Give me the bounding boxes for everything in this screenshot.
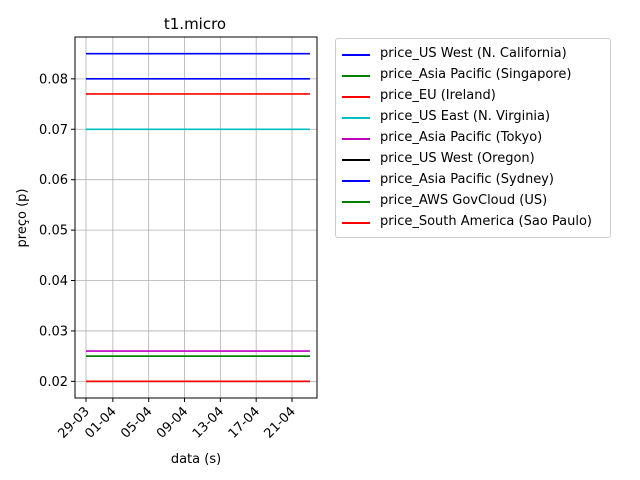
- x-axis-label: data (s): [171, 452, 221, 467]
- legend-item: price_South America (Sao Paulo): [336, 212, 610, 232]
- legend-label: price_US West (N. California): [380, 46, 567, 61]
- x-tick-label: 09-04: [154, 404, 191, 441]
- y-tick-label: 0.06: [39, 173, 68, 188]
- legend-swatch: [342, 54, 370, 56]
- y-axis: 0.02 0.03 0.04 0.05 0.06 0.07 0.08: [39, 72, 75, 390]
- legend-swatch: [342, 180, 370, 182]
- legend-item: price_AWS GovCloud (US): [336, 191, 610, 211]
- legend-item: price_Asia Pacific (Tokyo): [336, 128, 610, 148]
- x-tick-label: 21-04: [262, 404, 299, 441]
- legend-swatch: [342, 138, 370, 140]
- y-tick-label: 0.02: [39, 375, 68, 390]
- legend: price_US West (N. California) price_Asia …: [335, 38, 611, 238]
- plot-frame: [74, 36, 318, 399]
- legend-item: price_US West (N. California): [336, 44, 610, 64]
- x-tick-label: 01-04: [82, 404, 119, 441]
- legend-swatch: [342, 159, 370, 161]
- y-axis-label: preço (p): [15, 189, 30, 248]
- legend-swatch: [342, 96, 370, 98]
- chart-title: t1.micro: [164, 15, 226, 33]
- y-tick-label: 0.07: [39, 123, 68, 138]
- legend-label: price_Asia Pacific (Tokyo): [380, 130, 543, 145]
- legend-label: price_Asia Pacific (Singapore): [380, 67, 572, 82]
- legend-item: price_US East (N. Virginia): [336, 107, 610, 127]
- legend-swatch: [342, 117, 370, 119]
- y-tick-label: 0.03: [39, 324, 68, 339]
- legend-item: price_EU (Ireland): [336, 86, 610, 106]
- legend-item: price_US West (Oregon): [336, 149, 610, 169]
- legend-label: price_US West (Oregon): [380, 151, 535, 166]
- y-tick-label: 0.05: [39, 224, 68, 239]
- x-tick-label: 13-04: [190, 404, 227, 441]
- x-tick-label: 17-04: [226, 404, 263, 441]
- y-tick-label: 0.08: [39, 72, 68, 87]
- series-layer: [86, 52, 310, 383]
- legend-item: price_Asia Pacific (Singapore): [336, 65, 610, 85]
- legend-swatch: [342, 75, 370, 77]
- legend-item: price_Asia Pacific (Sydney): [336, 170, 610, 190]
- legend-swatch: [342, 201, 370, 203]
- y-tick-label: 0.04: [39, 274, 68, 289]
- legend-label: price_US East (N. Virginia): [380, 109, 551, 124]
- legend-swatch: [342, 222, 370, 224]
- legend-label: price_EU (Ireland): [380, 88, 496, 103]
- grid: [75, 37, 317, 398]
- legend-label: price_AWS GovCloud (US): [380, 193, 548, 208]
- x-tick-label: 05-04: [118, 404, 155, 441]
- legend-label: price_Asia Pacific (Sydney): [380, 172, 554, 187]
- legend-label: price_South America (Sao Paulo): [380, 214, 592, 229]
